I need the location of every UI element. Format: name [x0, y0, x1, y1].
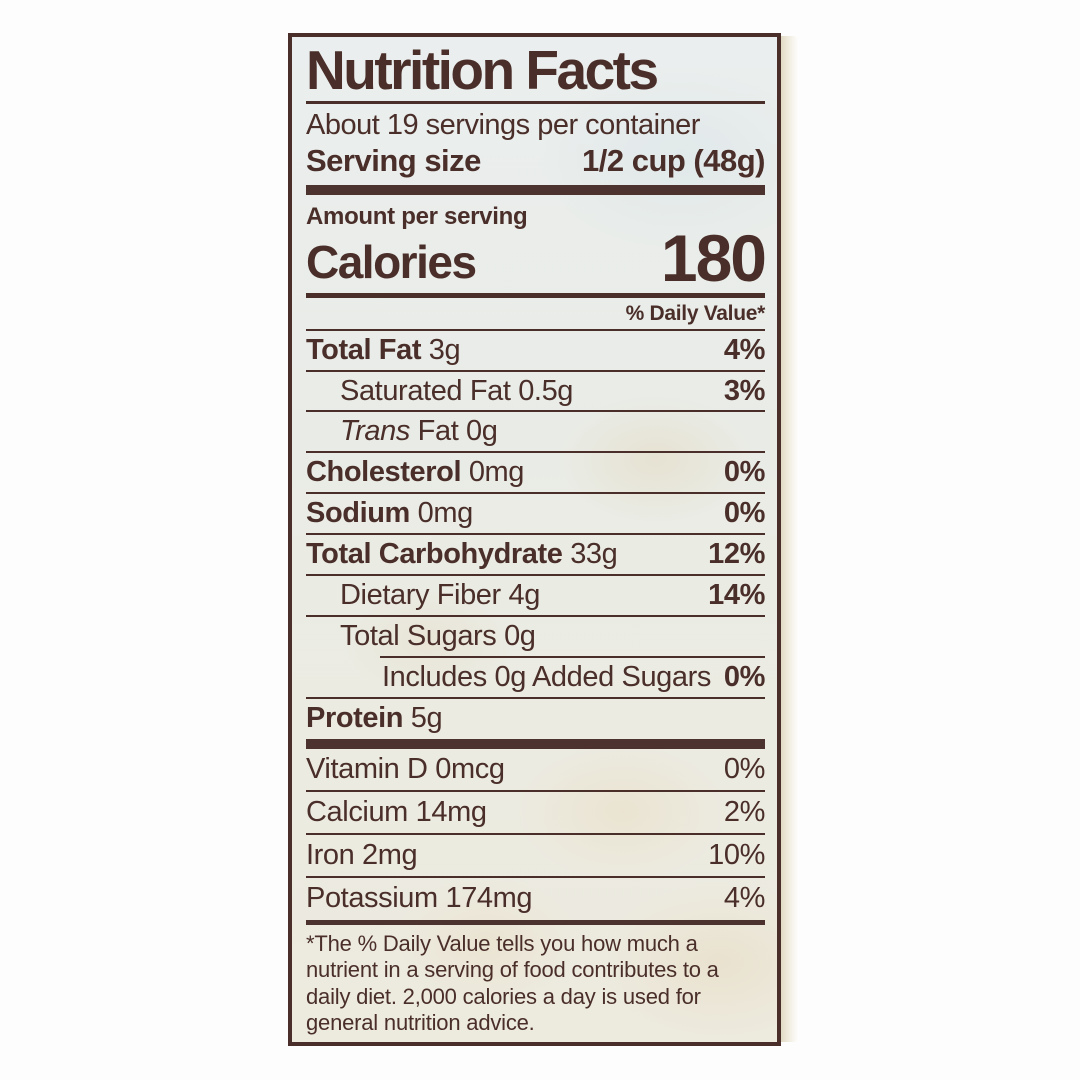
separator-line — [306, 492, 765, 495]
amount-per-serving: Amount per serving — [306, 203, 528, 231]
nutrient-amount: 5g — [410, 701, 443, 734]
separator-line — [306, 533, 765, 536]
nutrient-row: Trans Fat 0g — [306, 412, 765, 451]
separator-line — [306, 328, 765, 331]
nutrient-row: Cholesterol 0mg 0% — [306, 453, 765, 492]
nutrient-name: Total Carbohydrate 33g — [306, 538, 618, 571]
nutrient-name: Cholesterol 0mg — [306, 456, 525, 489]
vitamin-row: Vitamin D 0mcg 0% — [306, 749, 765, 790]
vitamin-daily-value: 2% — [723, 796, 766, 829]
vitamin-amount: 174mg — [445, 881, 533, 914]
nutrient-amount: 0.5g — [518, 374, 574, 407]
nutrient-amount: 33g — [570, 538, 618, 571]
nutrient-daily-value: 4% — [723, 333, 766, 366]
vitamin-daily-value: 10% — [708, 838, 765, 871]
nutrient-row: Includes 0g Added Sugars 0% — [306, 658, 765, 697]
vitamin-daily-value: 4% — [723, 881, 766, 914]
nutrient-daily-value: 0% — [723, 456, 766, 489]
nutrient-daily-value: 12% — [708, 538, 765, 571]
nutrient-row: Total Fat 3g 4% — [306, 331, 765, 370]
separator-line — [306, 614, 765, 617]
nutrient-name: Total Fat 3g — [306, 333, 461, 366]
nutrient-row: Dietary Fiber 4g 14% — [306, 576, 765, 615]
section-bar-bottom — [306, 919, 765, 926]
daily-value-header: % Daily Value* — [625, 301, 766, 325]
nutrient-name: Dietary Fiber 4g — [340, 578, 540, 611]
vitamin-daily-value: 0% — [723, 753, 766, 786]
nutrient-row: Total Carbohydrate 33g 12% — [306, 535, 765, 574]
nutrient-daily-value: 3% — [723, 374, 766, 407]
vitamin-row: Calcium 14mg 2% — [306, 792, 765, 833]
separator-line — [306, 832, 765, 835]
title-divider — [306, 101, 765, 104]
nutrient-rows: Total Fat 3g 4% Saturated Fat 0.5g 3% Trans … — [306, 331, 765, 738]
calories-label: Calories — [306, 236, 477, 289]
nutrition-facts-label: Nutrition Facts About 19 servings per co… — [288, 33, 781, 1046]
calories-value: 180 — [660, 220, 767, 295]
nutrient-amount: 3g — [428, 333, 461, 366]
nutrient-amount: 0mg — [417, 497, 474, 530]
vitamin-row: Potassium 174mg 4% — [306, 878, 765, 919]
nutrient-name: Total Sugars 0g — [340, 619, 536, 652]
nutrient-daily-value: 0% — [723, 497, 766, 530]
nutrient-row: Protein 5g — [306, 699, 765, 738]
nutrient-row: Sodium 0mg 0% — [306, 494, 765, 533]
vitamin-amount: 2mg — [362, 838, 418, 871]
separator-line — [306, 573, 765, 576]
separator-line — [306, 696, 765, 699]
vitamin-name: Iron 2mg — [306, 838, 418, 871]
nutrient-name: Saturated Fat 0.5g — [340, 374, 574, 407]
nutrient-name: Protein 5g — [306, 701, 443, 734]
nutrient-name: Includes 0g Added Sugars — [382, 660, 711, 693]
separator-line — [306, 875, 765, 878]
separator-line — [306, 790, 765, 793]
separator-line — [306, 369, 765, 372]
section-bar-protein — [306, 738, 765, 750]
nutrient-row: Total Sugars 0g — [306, 617, 765, 656]
calories-row: Calories 180 — [306, 220, 767, 295]
package-edge — [779, 36, 799, 1042]
nutrient-daily-value: 0% — [723, 660, 766, 693]
separator-line — [306, 410, 765, 413]
section-bar-top — [306, 185, 765, 196]
nutrient-amount: 0g — [466, 415, 498, 448]
vitamin-rows: Vitamin D 0mcg 0% Calcium 14mg 2% Iron 2mg 10… — [306, 749, 765, 919]
vitamin-name: Potassium 174mg — [306, 881, 533, 914]
nutrition-facts-title: Nutrition Facts — [306, 39, 659, 101]
daily-value-footnote: *The % Daily Value tells you how much a … — [306, 931, 719, 1035]
separator-line — [306, 451, 765, 454]
vitamin-amount: 0mcg — [435, 753, 505, 786]
nutrient-amount: 4g — [508, 578, 540, 611]
serving-size-row: Serving size 1/2 cup (48g) — [306, 142, 766, 179]
nutrient-row: Saturated Fat 0.5g 3% — [306, 372, 765, 411]
vitamin-name: Vitamin D 0mcg — [306, 753, 505, 786]
nutrient-daily-value: 14% — [708, 578, 765, 611]
nutrient-name: Sodium 0mg — [306, 497, 474, 530]
nutrient-name-italic: Trans — [340, 415, 410, 448]
serving-size-value: 1/2 cup (48g) — [582, 143, 766, 179]
vitamin-row: Iron 2mg 10% — [306, 835, 765, 876]
vitamin-amount: 14mg — [415, 796, 487, 829]
servings-per-container: About 19 servings per container — [306, 108, 700, 141]
vitamin-name: Calcium 14mg — [306, 796, 487, 829]
nutrient-name: Trans Fat 0g — [340, 415, 498, 448]
separator-line — [380, 655, 765, 658]
nutrient-amount: 0mg — [468, 456, 525, 489]
calories-divider — [306, 293, 765, 298]
serving-size-label: Serving size — [306, 143, 481, 179]
nutrient-amount: 0g — [504, 619, 536, 652]
